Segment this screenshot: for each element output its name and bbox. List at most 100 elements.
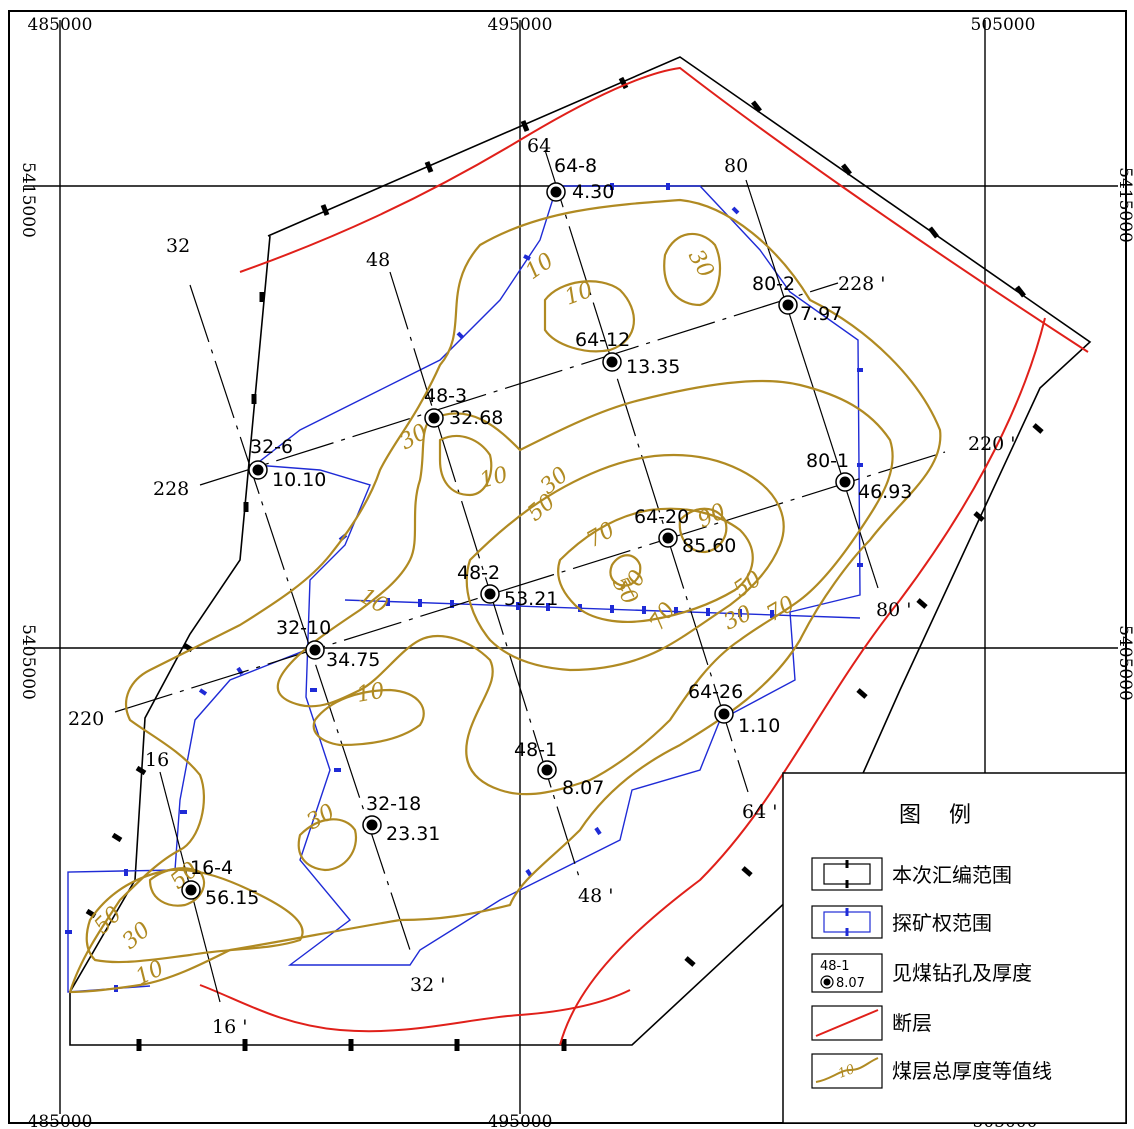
borehole-48-3[interactable]: 48-3 32.68 [424,385,503,429]
section-label-64-end: 64 ' [742,801,777,823]
section-line-228 [199,282,839,486]
borehole-thickness: 32.68 [449,407,503,429]
grid-label-left-5415000: 5415000 [18,162,38,238]
contour-label: 10 [355,678,387,707]
grid-label-bottom-485000: 485000 [28,1112,93,1129]
borehole-id: 32-18 [366,793,421,815]
boreholes: 64-8 4.30 80-2 7.97 64-12 13.35 48-3 32.… [181,155,912,909]
contour-symbol [815,1057,879,1083]
contour-70-main [557,507,754,623]
fault-east [559,317,1046,1046]
borehole-id: 32-10 [276,617,331,639]
borehole-thickness: 7.97 [800,303,842,325]
section-label-48-start: 48 [366,249,390,271]
fault-south [199,984,631,1033]
contour-label: 30 [683,246,719,283]
exploration-boundary [253,185,861,966]
contour-label: 10 [521,248,558,285]
grid-label-top-505000: 505000 [971,15,1036,35]
contour-30-ne [663,232,722,307]
section-label-228-start: 228 [153,478,189,500]
borehole-32-6[interactable]: 32-6 10.10 [248,436,326,491]
legend-sample-contour: 10 [836,1062,857,1082]
legend-label-compilation: 本次汇编范围 [892,863,1012,887]
contour-10-outer [68,198,942,994]
contour-10-inner [438,434,493,497]
contour-90 [678,507,728,554]
borehole-thickness: 8.07 [562,777,604,799]
grid-label-right-5415000: 5415000 [1115,167,1134,243]
borehole-id: 80-1 [806,450,849,472]
contour-label: 70 [644,598,681,635]
grid-label-right-5405000: 5405000 [1115,625,1134,701]
legend-sample-borehole-id: 48-1 [820,959,850,974]
borehole-thickness: 53.21 [504,588,558,610]
section-label-32-end: 32 ' [410,974,445,996]
borehole-id: 32-6 [250,436,293,458]
borehole-80-2[interactable]: 80-2 7.97 [752,273,842,325]
contour-label: 30 [303,800,340,836]
borehole-32-18[interactable]: 32-18 23.31 [362,793,440,845]
section-line-32 [189,284,411,951]
borehole-id: 48-2 [457,562,500,584]
borehole-id: 64-12 [575,329,630,351]
borehole-id: 48-3 [424,385,467,407]
fault-symbol [815,1009,879,1037]
contour-10-ne [543,280,635,353]
contour-30-sw [297,818,358,872]
borehole-64-20[interactable]: 64-20 85.60 [634,506,736,557]
borehole-id: 80-2 [752,273,795,295]
borehole-thickness: 56.15 [205,887,259,909]
legend-label-borehole: 见煤钻孔及厚度 [892,961,1032,985]
legend-label-contour: 煤层总厚度等值线 [892,1059,1052,1083]
exploration-boundary-sw [67,649,307,993]
contour-label: 10 [477,462,511,493]
map-frame [8,10,1127,1124]
borehole-id: 64-20 [634,506,689,528]
borehole-16-4[interactable]: 16-4 56.15 [181,857,259,909]
contour-label: 10 [562,278,597,311]
contour-label: 30 [720,601,756,635]
faults [199,66,1089,1046]
section-label-16-end: 16 ' [212,1016,247,1038]
contour-label: 90 [694,499,730,533]
contour-label: 70 [583,518,620,554]
legend-sample-borehole-thickness: 8.07 [836,976,865,991]
contour-10-west [312,688,425,747]
borehole-thickness: 46.93 [858,481,912,503]
coordinate-grid [24,20,1118,1114]
borehole-64-8[interactable]: 64-8 4.30 [546,155,614,203]
borehole-thickness: 4.30 [572,181,614,203]
borehole-thickness: 85.60 [682,535,736,557]
contour-50-sw [148,867,206,907]
borehole-id: 64-8 [554,155,597,177]
legend-label-exploration: 探矿权范围 [892,911,992,935]
borehole-80-1[interactable]: 80-1 46.93 [806,450,912,503]
borehole-64-12[interactable]: 64-12 13.35 [575,329,680,378]
contour-50-main [465,453,785,672]
borehole-48-2[interactable]: 48-2 53.21 [457,562,558,610]
borehole-thickness: 13.35 [626,356,680,378]
borehole-thickness: 23.31 [386,823,440,845]
legend-title: 图 例 [899,803,971,828]
borehole-32-10[interactable]: 32-10 34.75 [276,617,380,671]
contour-label: 50 [729,566,766,603]
section-label-16-start: 16 [145,749,169,771]
borehole-48-1[interactable]: 48-1 8.07 [514,739,604,799]
grid-label-left-5405000: 5405000 [18,624,38,700]
grid-label-bottom-495000: 495000 [488,1112,553,1129]
section-label-228-end: 228 ' [838,273,886,295]
section-label-32-start: 32 [166,235,190,257]
section-line-64 [544,149,749,793]
borehole-id: 64-26 [688,681,743,703]
fault-north [239,66,1089,353]
grid-label-top-485000: 485000 [28,15,93,35]
borehole-id: 48-1 [514,739,557,761]
legend: 图 例 本次汇编范围 探矿权范围 48-1 8.07 见煤钻孔及厚度 断层 10… [782,772,1127,1124]
section-label-80-start: 80 [724,155,748,177]
section-label-48-end: 48 ' [578,885,613,907]
borehole-64-26[interactable]: 64-26 1.10 [688,681,780,737]
section-label-80-end: 80 ' [876,599,911,621]
borehole-thickness: 10.10 [272,469,326,491]
